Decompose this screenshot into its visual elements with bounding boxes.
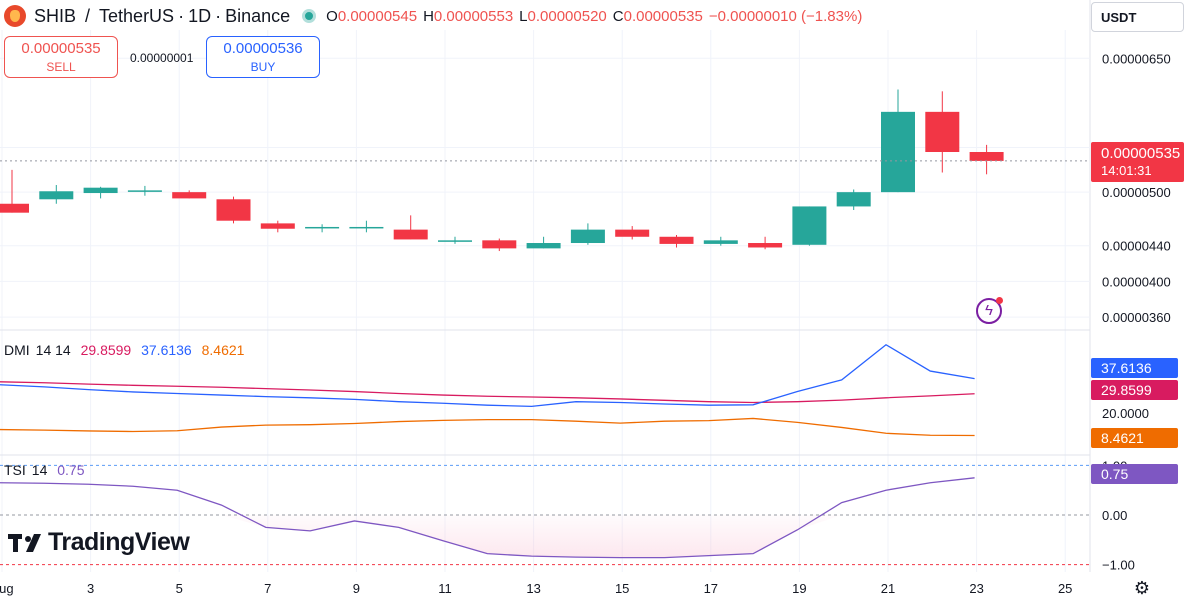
ohlc-close: C0.00000535 (612, 7, 703, 25)
sell-price: 0.00000535 (21, 40, 101, 57)
ohlc-low: L0.00000520 (519, 7, 607, 25)
dmi-minus-di-value: 37.6136 (141, 342, 192, 358)
time-axis-label: 25 (1058, 581, 1072, 596)
time-axis-label: 3 (87, 581, 94, 596)
dmi-legend[interactable]: DMI 14 14 29.8599 37.6136 8.4621 (4, 342, 250, 358)
dmi-minus-di-tag: 37.6136 (1091, 358, 1178, 378)
dmi-plus-di-line (0, 381, 975, 404)
candle-body (0, 203, 29, 213)
candle-body (748, 243, 783, 248)
candle-body (969, 152, 1004, 161)
tsi-negative-fill (0, 515, 975, 558)
candle-body (127, 190, 162, 192)
candle-body (792, 206, 827, 245)
tsi-params: 14 (31, 462, 48, 478)
candle-body (39, 191, 74, 200)
candle-body (881, 111, 915, 193)
candle-body (570, 229, 605, 244)
price-axis-label: 0.00000360 (1102, 310, 1171, 325)
dmi-adx-tag: 8.4621 (1091, 428, 1178, 448)
quote-name: TetherUS (99, 5, 175, 26)
tsi-axis-label: −1.00 (1102, 558, 1135, 573)
candle-body (482, 240, 517, 249)
symbol-header: SHIB / TetherUS · 1D · Binance O0.000005… (0, 0, 868, 32)
candle-body (836, 192, 871, 207)
candle-body (393, 229, 428, 240)
buy-button[interactable]: 0.00000536 BUY (206, 36, 320, 78)
tsi-name: TSI (4, 462, 26, 478)
candle-body (349, 226, 384, 229)
buy-label: BUY (250, 60, 276, 74)
bar-countdown: 14:01:31 (1101, 163, 1152, 178)
candle-body (526, 243, 561, 249)
candle-body (615, 229, 650, 237)
time-axis-label: 7 (264, 581, 271, 596)
time-axis-label: 5 (176, 581, 183, 596)
candle-body (172, 192, 207, 199)
dmi-minus-di-line (0, 343, 975, 408)
candle-body (83, 187, 118, 194)
ohlc-change: −0.00000010 (−1.83%) (708, 7, 863, 25)
candle-body (305, 226, 340, 229)
dmi-axis-label: 20.0000 (1102, 406, 1149, 421)
price-axis-label: 0.00000500 (1102, 185, 1171, 200)
exchange-name: Binance (225, 5, 291, 26)
tsi-legend[interactable]: TSI 14 0.75 (4, 462, 91, 478)
price-axis-label: 0.00000650 (1102, 51, 1171, 66)
tradingview-logo: TradingView (8, 528, 190, 557)
dmi-adx-value: 8.4621 (201, 342, 245, 358)
time-axis-label: 13 (526, 581, 540, 596)
shib-logo-icon (4, 5, 26, 27)
tsi-value: 0.75 (57, 462, 85, 478)
tsi-line (0, 477, 975, 559)
symbol-name[interactable]: SHIB (34, 5, 77, 26)
time-axis-label: 23 (969, 581, 983, 596)
candle-body (659, 236, 694, 244)
time-axis-label: Aug (0, 581, 14, 596)
price-axis-label: 0.00000440 (1102, 239, 1171, 254)
candle-body (438, 240, 472, 242)
dmi-name: DMI (4, 342, 30, 358)
candle-body (925, 111, 960, 152)
spread-value: 0.00000001 (130, 51, 194, 65)
ohlc-high: H0.00000553 (423, 7, 514, 25)
sell-button[interactable]: 0.00000535 SELL (4, 36, 118, 78)
time-axis-label: 19 (792, 581, 806, 596)
sell-label: SELL (46, 60, 76, 74)
current-price-value: 0.00000535 (1101, 145, 1181, 162)
currency-select[interactable]: USDT (1091, 2, 1184, 32)
tradingview-logo-icon (8, 533, 41, 552)
dmi-plus-di-tag: 29.8599 (1091, 380, 1178, 400)
tsi-value-tag: 0.75 (1091, 464, 1178, 484)
buy-price: 0.00000536 (223, 40, 303, 57)
market-open-dot-icon (302, 9, 317, 23)
candle-body (260, 223, 295, 229)
price-axis-label: 0.00000400 (1102, 274, 1171, 289)
ohlc-open: O0.00000545 (326, 7, 418, 25)
dmi-adx-line (0, 417, 975, 437)
tsi-axis-label: 0.00 (1102, 508, 1127, 523)
time-axis-label: 17 (704, 581, 718, 596)
lightning-icon[interactable]: ϟ (976, 297, 1003, 324)
time-axis-label: 21 (881, 581, 895, 596)
time-axis-label: 11 (438, 581, 452, 596)
current-price-tag: 0.00000535 14:01:31 (1091, 142, 1184, 182)
time-axis-label: 9 (353, 581, 360, 596)
candle-body (703, 240, 738, 244)
interval[interactable]: 1D (188, 5, 212, 26)
dmi-plus-di-value: 29.8599 (80, 342, 132, 358)
time-axis-label: 15 (615, 581, 629, 596)
dmi-params: 14 14 (35, 342, 71, 358)
settings-gear-icon[interactable]: ⚙ (1133, 578, 1151, 598)
candle-body (216, 199, 251, 221)
